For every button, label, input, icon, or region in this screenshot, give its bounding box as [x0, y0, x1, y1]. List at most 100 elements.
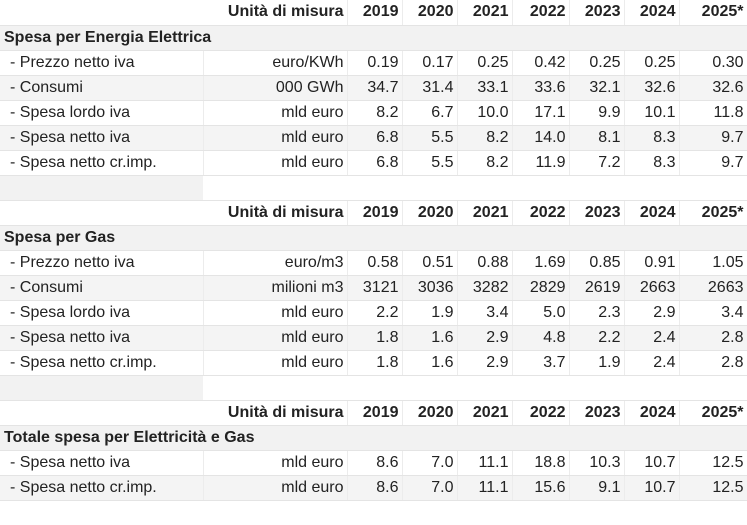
table-row: - Prezzo netto iva euro/m3 0.58 0.51 0.88 1.6…: [0, 250, 747, 276]
value-cell: 32.1: [569, 75, 625, 101]
value-cell: 1.05: [679, 250, 747, 276]
value-cell: 2619: [569, 275, 625, 301]
header-spacer-cell: [0, 200, 203, 226]
year-column-header: 2025*: [679, 400, 747, 426]
unit-cell: mld euro: [203, 325, 348, 351]
value-cell: 2.2: [569, 325, 625, 351]
value-cell: 8.1: [569, 125, 625, 151]
value-cell: 1.8: [347, 325, 403, 351]
row-label: - Spesa netto iva: [0, 450, 204, 476]
value-cell: 4.8: [512, 325, 570, 351]
value-cell: 2.8: [679, 350, 747, 376]
year-column-header: 2021: [457, 0, 513, 26]
value-cell: 3121: [347, 275, 403, 301]
value-cell: 1.69: [512, 250, 570, 276]
value-cell: 8.6: [347, 450, 403, 476]
value-cell: 11.8: [679, 100, 747, 126]
unit-cell: milioni m3: [203, 275, 348, 301]
value-cell: 31.4: [402, 75, 458, 101]
year-column-header: 2024: [624, 0, 680, 26]
value-cell: 10.0: [457, 100, 513, 126]
value-cell: 6.8: [347, 125, 403, 151]
value-cell: 10.1: [624, 100, 680, 126]
value-cell: 2.3: [569, 300, 625, 326]
section-title-row: Spesa per Energia Elettrica: [0, 25, 747, 51]
value-cell: 32.6: [624, 75, 680, 101]
row-label: - Spesa netto cr.imp.: [0, 150, 204, 176]
value-cell: 2.9: [457, 350, 513, 376]
unit-cell: mld euro: [203, 475, 348, 501]
year-column-header: 2020: [402, 400, 458, 426]
row-label: - Prezzo netto iva: [0, 50, 204, 76]
spacer-cell: [0, 175, 203, 201]
value-cell: 8.2: [457, 150, 513, 176]
year-column-header: 2019: [347, 200, 403, 226]
header-row: Unità di misura 2019 2020 2021 2022 2023 2024 2…: [0, 200, 747, 226]
year-column-header: 2025*: [679, 200, 747, 226]
row-label: - Spesa netto cr.imp.: [0, 350, 204, 376]
year-column-header: 2023: [569, 200, 625, 226]
row-label: - Spesa netto cr.imp.: [0, 475, 204, 501]
value-cell: 7.0: [402, 475, 458, 501]
header-row: Unità di misura 2019 2020 2021 2022 2023 2024 2…: [0, 400, 747, 426]
year-column-header: 2023: [569, 0, 625, 26]
spacer-cell: [203, 175, 747, 201]
value-cell: 6.8: [347, 150, 403, 176]
value-cell: 0.19: [347, 50, 403, 76]
section-title-row: Spesa per Gas: [0, 225, 747, 251]
value-cell: 2.2: [347, 300, 403, 326]
table-row: - Spesa lordo iva mld euro 2.2 1.9 3.4 5.0 2.3…: [0, 300, 747, 326]
header-spacer-cell: [0, 400, 203, 426]
unit-cell: mld euro: [203, 300, 348, 326]
table-row: - Spesa netto iva mld euro 1.8 1.6 2.9 4.8 2.2…: [0, 325, 747, 351]
value-cell: 3036: [402, 275, 458, 301]
value-cell: 33.1: [457, 75, 513, 101]
value-cell: 17.1: [512, 100, 570, 126]
year-column-header: 2021: [457, 200, 513, 226]
value-cell: 11.9: [512, 150, 570, 176]
value-cell: 9.7: [679, 150, 747, 176]
year-column-header: 2024: [624, 200, 680, 226]
value-cell: 2.9: [457, 325, 513, 351]
value-cell: 5.0: [512, 300, 570, 326]
table-row: - Spesa netto cr.imp. mld euro 8.6 7.0 11.1 1…: [0, 475, 747, 501]
value-cell: 11.1: [457, 475, 513, 501]
spacer-row: [0, 375, 747, 401]
header-row: Unità di misura 2019 2020 2021 2022 2023 2024 2…: [0, 0, 747, 26]
value-cell: 0.17: [402, 50, 458, 76]
table-row: - Prezzo netto iva euro/KWh 0.19 0.17 0.25 0.…: [0, 50, 747, 76]
value-cell: 1.8: [347, 350, 403, 376]
section-title-row: Totale spesa per Elettricità e Gas: [0, 425, 747, 451]
table-row: - Spesa netto iva mld euro 8.6 7.0 11.1 18.8 1…: [0, 450, 747, 476]
value-cell: 0.51: [402, 250, 458, 276]
value-cell: 5.5: [402, 125, 458, 151]
year-column-header: 2020: [402, 0, 458, 26]
header-spacer-cell: [0, 0, 203, 26]
value-cell: 2663: [679, 275, 747, 301]
row-label: - Spesa netto iva: [0, 125, 204, 151]
value-cell: 9.7: [679, 125, 747, 151]
table-row: - Spesa lordo iva mld euro 8.2 6.7 10.0 17.1 9…: [0, 100, 747, 126]
table-row: - Spesa netto cr.imp. mld euro 1.8 1.6 2.9 3.…: [0, 350, 747, 376]
section-title: Totale spesa per Elettricità e Gas: [0, 425, 747, 451]
value-cell: 8.2: [457, 125, 513, 151]
value-cell: 8.3: [624, 150, 680, 176]
value-cell: 18.8: [512, 450, 570, 476]
year-column-header: 2022: [512, 400, 570, 426]
row-label: - Consumi: [0, 275, 204, 301]
value-cell: 0.42: [512, 50, 570, 76]
spacer-cell: [203, 375, 747, 401]
year-column-header: 2020: [402, 200, 458, 226]
energy-spending-table: Unità di misura 2019 2020 2021 2022 2023 2024 2…: [0, 0, 747, 501]
unit-cell: mld euro: [203, 450, 348, 476]
unit-column-header: Unità di misura: [203, 0, 348, 26]
value-cell: 7.2: [569, 150, 625, 176]
value-cell: 8.3: [624, 125, 680, 151]
value-cell: 2.4: [624, 350, 680, 376]
value-cell: 10.7: [624, 475, 680, 501]
row-label: - Consumi: [0, 75, 204, 101]
table-row: - Consumi 000 GWh 34.7 31.4 33.1 33.6 32.1 32.6…: [0, 75, 747, 101]
value-cell: 2829: [512, 275, 570, 301]
value-cell: 12.5: [679, 475, 747, 501]
year-column-header: 2023: [569, 400, 625, 426]
